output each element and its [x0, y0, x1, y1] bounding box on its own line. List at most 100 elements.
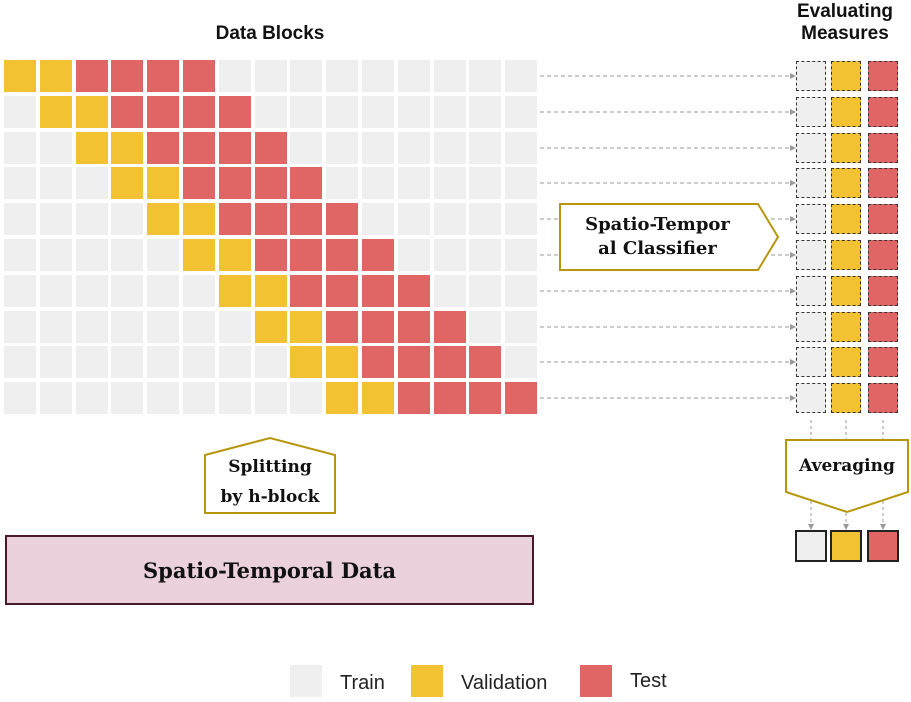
legend-train-swatch — [290, 665, 322, 697]
averaging-output-arrowhead-train — [808, 524, 814, 530]
block-r6-c6-validation — [219, 275, 251, 307]
legend-test-swatch — [580, 665, 612, 697]
classifier-label-line2: al Classifier — [598, 238, 717, 259]
block-r6-c3-train — [111, 275, 143, 307]
block-r7-c5-train — [183, 311, 215, 343]
block-r3-c5-test — [183, 167, 215, 199]
block-r4-c3-train — [111, 203, 143, 235]
legend-validation-swatch — [411, 665, 443, 697]
splitting-label: Splitting by h-block — [205, 452, 335, 512]
classifier-label-line1: Spatio-Tempor — [585, 214, 730, 235]
block-r4-c8-test — [290, 203, 322, 235]
block-r4-c1-train — [40, 203, 72, 235]
legend-test-label: Test — [630, 670, 667, 692]
block-r5-c6-validation — [219, 239, 251, 271]
block-r2-c1-train — [40, 132, 72, 164]
block-r7-c7-validation — [255, 311, 287, 343]
measure-r5-test — [868, 240, 898, 270]
measure-r0-validation — [831, 61, 861, 91]
block-r1-c2-validation — [76, 96, 108, 128]
measure-r0-test — [868, 61, 898, 91]
averaging-output-arrowhead-test — [880, 524, 886, 530]
classifier-arrow-box — [559, 203, 780, 271]
block-r3-c0-train — [4, 167, 36, 199]
block-r2-c10-train — [362, 132, 394, 164]
measure-r4-validation — [831, 204, 861, 234]
block-r1-c12-train — [434, 96, 466, 128]
block-r5-c3-train — [111, 239, 143, 271]
block-r0-c8-train — [290, 60, 322, 92]
legend-train-label: Train — [340, 672, 385, 694]
block-r3-c3-validation — [111, 167, 143, 199]
block-r0-c1-validation — [40, 60, 72, 92]
block-r1-c9-train — [326, 96, 358, 128]
connector-arrowhead-r7 — [790, 324, 796, 330]
measure-r3-test — [868, 168, 898, 198]
block-r6-c4-train — [147, 275, 179, 307]
block-r7-c6-train — [219, 311, 251, 343]
block-r6-c5-train — [183, 275, 215, 307]
evaluating-title-line1: Evaluating — [796, 1, 894, 22]
block-r1-c3-test — [111, 96, 143, 128]
block-r3-c11-train — [398, 167, 430, 199]
block-r6-c10-test — [362, 275, 394, 307]
block-r0-c14-train — [505, 60, 537, 92]
block-r0-c3-test — [111, 60, 143, 92]
block-r6-c12-train — [434, 275, 466, 307]
connector-arrowhead-r3 — [790, 180, 796, 186]
block-r5-c14-train — [505, 239, 537, 271]
measure-r2-test — [868, 133, 898, 163]
block-r6-c11-test — [398, 275, 430, 307]
block-r9-c14-test — [505, 382, 537, 414]
block-r5-c9-test — [326, 239, 358, 271]
block-r5-c4-train — [147, 239, 179, 271]
block-r3-c10-train — [362, 167, 394, 199]
block-r6-c2-train — [76, 275, 108, 307]
block-r4-c12-train — [434, 203, 466, 235]
block-r9-c8-train — [290, 382, 322, 414]
block-r7-c4-train — [147, 311, 179, 343]
block-r3-c2-train — [76, 167, 108, 199]
block-r2-c12-train — [434, 132, 466, 164]
averaged-train-cell — [795, 530, 827, 562]
block-r9-c6-train — [219, 382, 251, 414]
block-r7-c10-test — [362, 311, 394, 343]
connector-arrowhead-r4 — [790, 216, 796, 222]
block-r0-c13-train — [469, 60, 501, 92]
measure-r4-test — [868, 204, 898, 234]
measure-r5-validation — [831, 240, 861, 270]
block-r9-c9-validation — [326, 382, 358, 414]
block-r6-c8-test — [290, 275, 322, 307]
block-r2-c9-train — [326, 132, 358, 164]
block-r9-c10-validation — [362, 382, 394, 414]
measure-r8-test — [868, 347, 898, 377]
measure-r1-validation — [831, 97, 861, 127]
block-r0-c12-train — [434, 60, 466, 92]
measure-r6-train — [796, 276, 826, 306]
splitting-label-line1: Splitting — [228, 457, 312, 477]
block-r4-c10-train — [362, 203, 394, 235]
block-r9-c2-train — [76, 382, 108, 414]
block-r9-c4-train — [147, 382, 179, 414]
block-r8-c4-train — [147, 346, 179, 378]
block-r6-c7-validation — [255, 275, 287, 307]
block-r7-c13-train — [469, 311, 501, 343]
data-blocks-title: Data Blocks — [215, 23, 325, 44]
measure-r1-test — [868, 97, 898, 127]
block-r7-c3-train — [111, 311, 143, 343]
evaluating-title-line2: Measures — [801, 23, 889, 44]
block-r0-c9-train — [326, 60, 358, 92]
averaged-test-cell — [867, 530, 899, 562]
block-r2-c8-train — [290, 132, 322, 164]
block-r0-c7-train — [255, 60, 287, 92]
block-r7-c14-train — [505, 311, 537, 343]
block-r2-c14-train — [505, 132, 537, 164]
spatio-temporal-data-box: Spatio-Temporal Data — [5, 535, 534, 605]
block-r0-c5-test — [183, 60, 215, 92]
block-r6-c0-train — [4, 275, 36, 307]
measure-r7-test — [868, 312, 898, 342]
block-r4-c7-test — [255, 203, 287, 235]
block-r6-c9-test — [326, 275, 358, 307]
block-r7-c2-train — [76, 311, 108, 343]
